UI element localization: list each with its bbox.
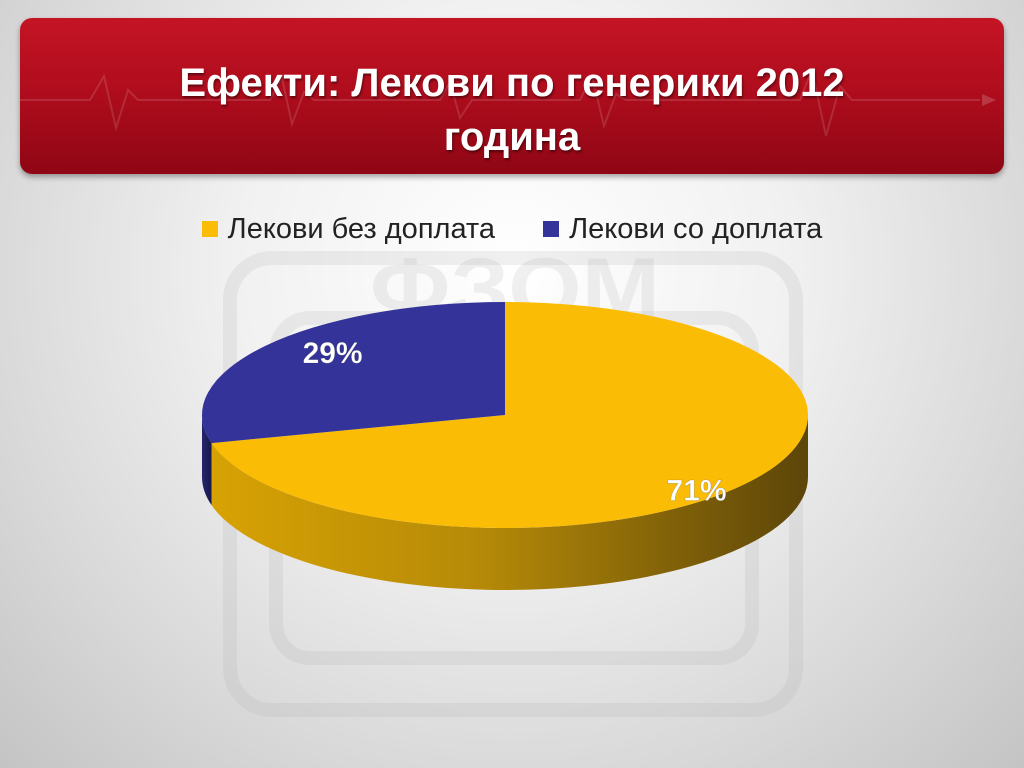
legend-item-with-copay: Лекови со доплата: [543, 213, 822, 246]
pie-slice-side-with-copay: [202, 415, 212, 506]
data-label-with-copay: 29%: [303, 337, 363, 370]
legend-swatch-blue: [543, 221, 560, 237]
title-line-1: Ефекти: Лекови по генерики 2012: [179, 61, 845, 105]
title-banner: Ефекти: Лекови по генерики 2012 година: [20, 18, 1004, 174]
legend-item-without-copay: Лекови без доплата: [201, 212, 496, 246]
data-label-without-copay: 71%: [666, 474, 726, 507]
pie-slice-side-without-copay: [211, 415, 808, 590]
page-title: Ефекти: Лекови по генерики 2012 година: [20, 56, 1004, 164]
chart-legend: Лекови без доплата Лекови со доплата: [0, 212, 1024, 246]
legend-swatch-yellow: [201, 221, 218, 237]
legend-label: Лекови без доплата: [227, 212, 496, 245]
pie-slice-with-copay: [202, 302, 506, 444]
legend-label: Лекови со доплата: [569, 212, 823, 245]
ecg-line-decoration: [20, 66, 996, 137]
title-line-2: година: [443, 115, 581, 159]
pie-slice-without-copay: [211, 302, 809, 528]
